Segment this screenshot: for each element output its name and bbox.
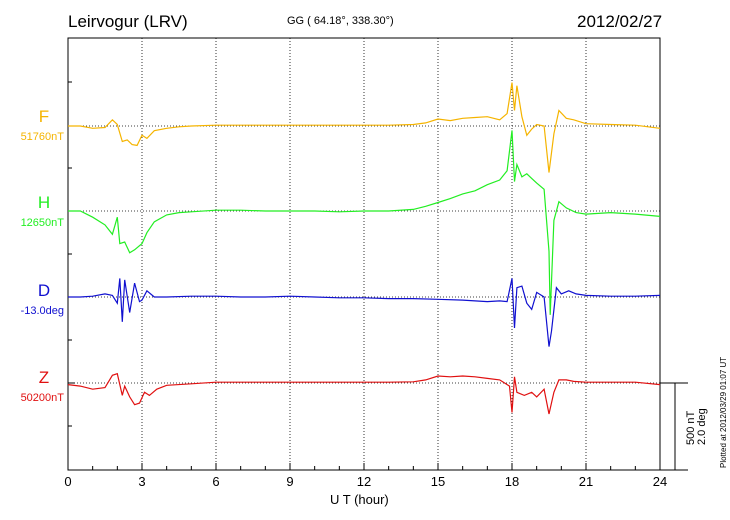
x-tick-label: 24	[653, 474, 667, 489]
x-tick-label: 21	[579, 474, 593, 489]
component-f-baseline: 51760nT	[20, 131, 64, 143]
component-d-label: D	[37, 281, 51, 300]
x-tick-label: 3	[138, 474, 145, 489]
x-tick-label: 0	[64, 474, 71, 489]
date-title: 2012/02/27	[577, 12, 663, 31]
station-coordinates: GG ( 64.18°, 338.30°)	[287, 15, 394, 27]
x-tick-label: 18	[505, 474, 519, 489]
x-axis-label: U T (hour)	[330, 492, 389, 507]
scale-bar-label: 500 nT 2.0 deg	[685, 408, 708, 445]
component-h-baseline: 12650nT	[20, 217, 64, 229]
component-h-label: H	[37, 193, 51, 212]
series-line-f	[68, 82, 661, 173]
x-tick-label: 15	[431, 474, 445, 489]
x-tick-label: 9	[286, 474, 293, 489]
series-line-h	[68, 130, 661, 315]
station-title: Leirvogur (LRV)	[68, 12, 188, 31]
series-line-d	[68, 278, 661, 347]
scale-deg-label: 2.0 deg	[696, 408, 708, 445]
x-tick-label: 6	[212, 474, 219, 489]
plotted-timestamp: Plotted at 2012/03/29 01:07 UT	[719, 356, 728, 468]
component-z-label: Z	[38, 368, 50, 387]
series-line-z	[67, 372, 661, 415]
component-z-baseline: 50200nT	[20, 392, 64, 404]
component-d-baseline: -13.0deg	[20, 305, 64, 317]
component-f-label: F	[38, 107, 50, 126]
x-tick-label: 12	[357, 474, 371, 489]
